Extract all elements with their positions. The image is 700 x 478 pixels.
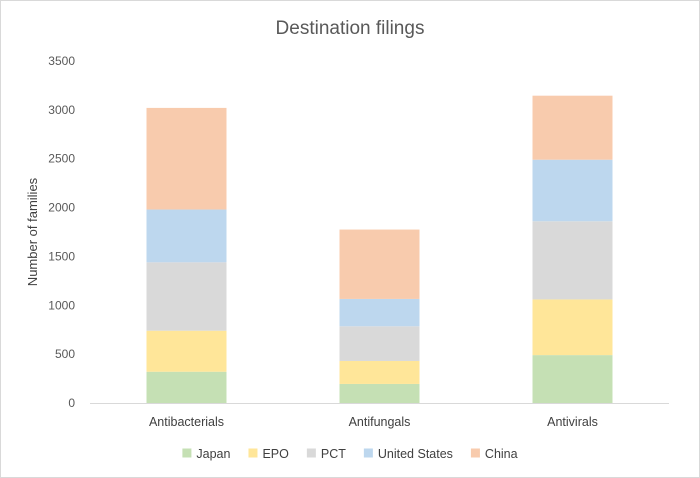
bar-segment (339, 360, 420, 384)
y-tick-label: 0 (68, 396, 75, 410)
bar-segment (339, 326, 420, 361)
y-tick-label: 2500 (48, 152, 75, 166)
legend-swatch (306, 448, 316, 458)
x-axis: Antibacterials Antifungals Antivirals (149, 415, 598, 429)
bar-segment (146, 371, 227, 403)
legend-label: United States (378, 447, 453, 461)
x-tick-label: Antivirals (547, 415, 598, 429)
legend-swatch (248, 448, 258, 458)
bars (146, 95, 613, 403)
y-tick-label: 500 (55, 347, 75, 361)
y-tick-label: 3000 (48, 103, 75, 117)
x-tick-label: Antibacterials (149, 415, 224, 429)
bar-segment (532, 159, 613, 222)
bar-segment (532, 355, 613, 403)
legend-swatch (363, 448, 373, 458)
x-tick-label: Antifungals (349, 415, 411, 429)
y-axis-label: Number of families (25, 177, 40, 286)
chart-title: Destination filings (276, 18, 425, 39)
y-tick-label: 1000 (48, 298, 75, 312)
bar-segment (339, 298, 420, 327)
bar-segment (146, 209, 227, 263)
bar-segment (146, 107, 227, 210)
bar-segment (146, 330, 227, 372)
legend-label: Japan (196, 447, 230, 461)
y-tick-label: 3500 (48, 54, 75, 68)
bar-segment (146, 262, 227, 331)
legend-label: EPO (262, 447, 289, 461)
legend-label: PCT (321, 447, 346, 461)
bar-segment (339, 383, 420, 403)
legend-label: China (485, 447, 518, 461)
legend-swatch (470, 448, 480, 458)
bar-segment (532, 299, 613, 356)
bar-segment (532, 221, 613, 300)
legend-swatch (182, 448, 192, 458)
bar-segment (532, 95, 613, 160)
y-tick-label: 1500 (48, 249, 75, 263)
y-axis: 0 500 1000 1500 2000 2500 3000 3500 (48, 54, 75, 410)
legend: Japan EPO PCT United States China (182, 447, 518, 461)
y-tick-label: 2000 (48, 201, 75, 215)
bar-segment (339, 229, 420, 299)
